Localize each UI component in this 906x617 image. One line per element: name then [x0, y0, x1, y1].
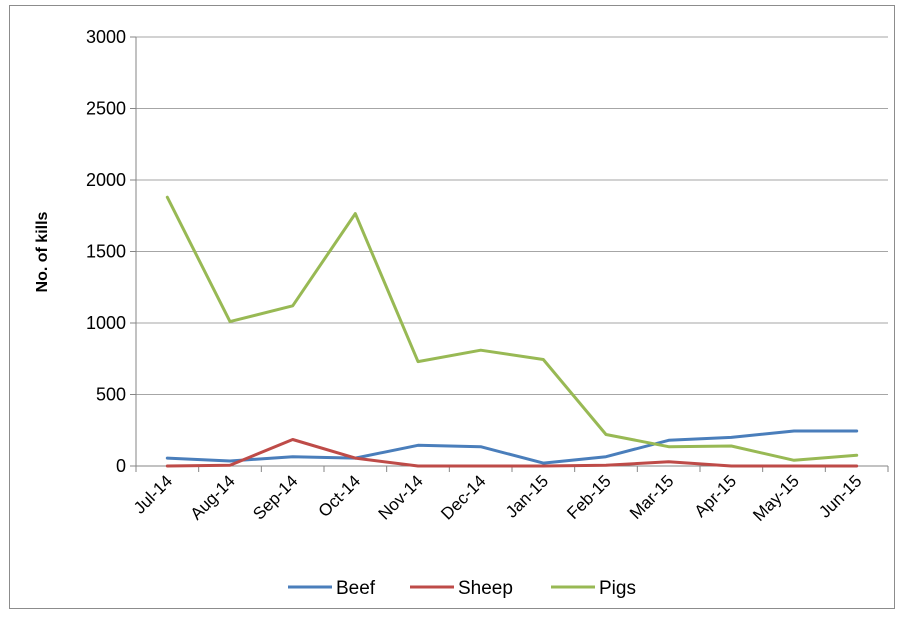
x-tick-label: Sep-14	[249, 471, 301, 523]
legend-item-pigs: Pigs	[551, 578, 636, 599]
series-lines	[165, 195, 859, 468]
legend-label: Sheep	[458, 578, 513, 599]
x-tick-label: Aug-14	[187, 471, 239, 523]
series-line-pigs	[165, 195, 859, 462]
gridlines	[136, 36, 888, 395]
series-line-beef	[165, 429, 859, 465]
chart-frame: 0 500 1000 1500 2000 2500 3000 Jul-14 Aug-14 Sep…	[9, 5, 895, 609]
x-tick-label: Jan-15	[502, 471, 552, 521]
line-chart: 0 500 1000 1500 2000 2500 3000 Jul-14 Aug-14 Sep…	[34, 27, 889, 599]
x-tick-label: Nov-14	[375, 471, 427, 523]
y-tick-label: 1000	[86, 313, 126, 333]
x-tick-label: Oct-14	[315, 471, 365, 521]
legend-item-sheep: Sheep	[410, 578, 513, 599]
y-axis-title: No. of kills	[34, 211, 51, 292]
x-tick-label: Feb-15	[563, 471, 615, 523]
x-tick-label: Jul-14	[130, 471, 176, 517]
series-line-sheep	[165, 438, 859, 468]
y-tick-label: 500	[96, 385, 126, 405]
x-tick-label: Apr-15	[691, 471, 741, 521]
y-tick-label: 2500	[86, 99, 126, 119]
x-tick-label: Dec-14	[437, 471, 489, 523]
y-tick-label: 1500	[86, 242, 126, 262]
x-tick-label: May-15	[749, 471, 803, 525]
legend-label: Pigs	[599, 578, 636, 599]
legend-label: Beef	[336, 578, 376, 599]
y-tick-label: 0	[116, 456, 126, 476]
y-axis: 0 500 1000 1500 2000 2500 3000	[86, 27, 137, 476]
legend-item-beef: Beef	[288, 578, 376, 599]
legend: Beef Sheep Pigs	[288, 578, 636, 599]
x-axis: Jul-14 Aug-14 Sep-14 Oct-14 Nov-14 Dec-14 Jan-…	[130, 465, 889, 525]
x-tick-label: Jun-15	[815, 471, 865, 521]
y-tick-label: 3000	[86, 27, 126, 47]
x-tick-label: Mar-15	[626, 471, 678, 523]
y-tick-label: 2000	[86, 170, 126, 190]
